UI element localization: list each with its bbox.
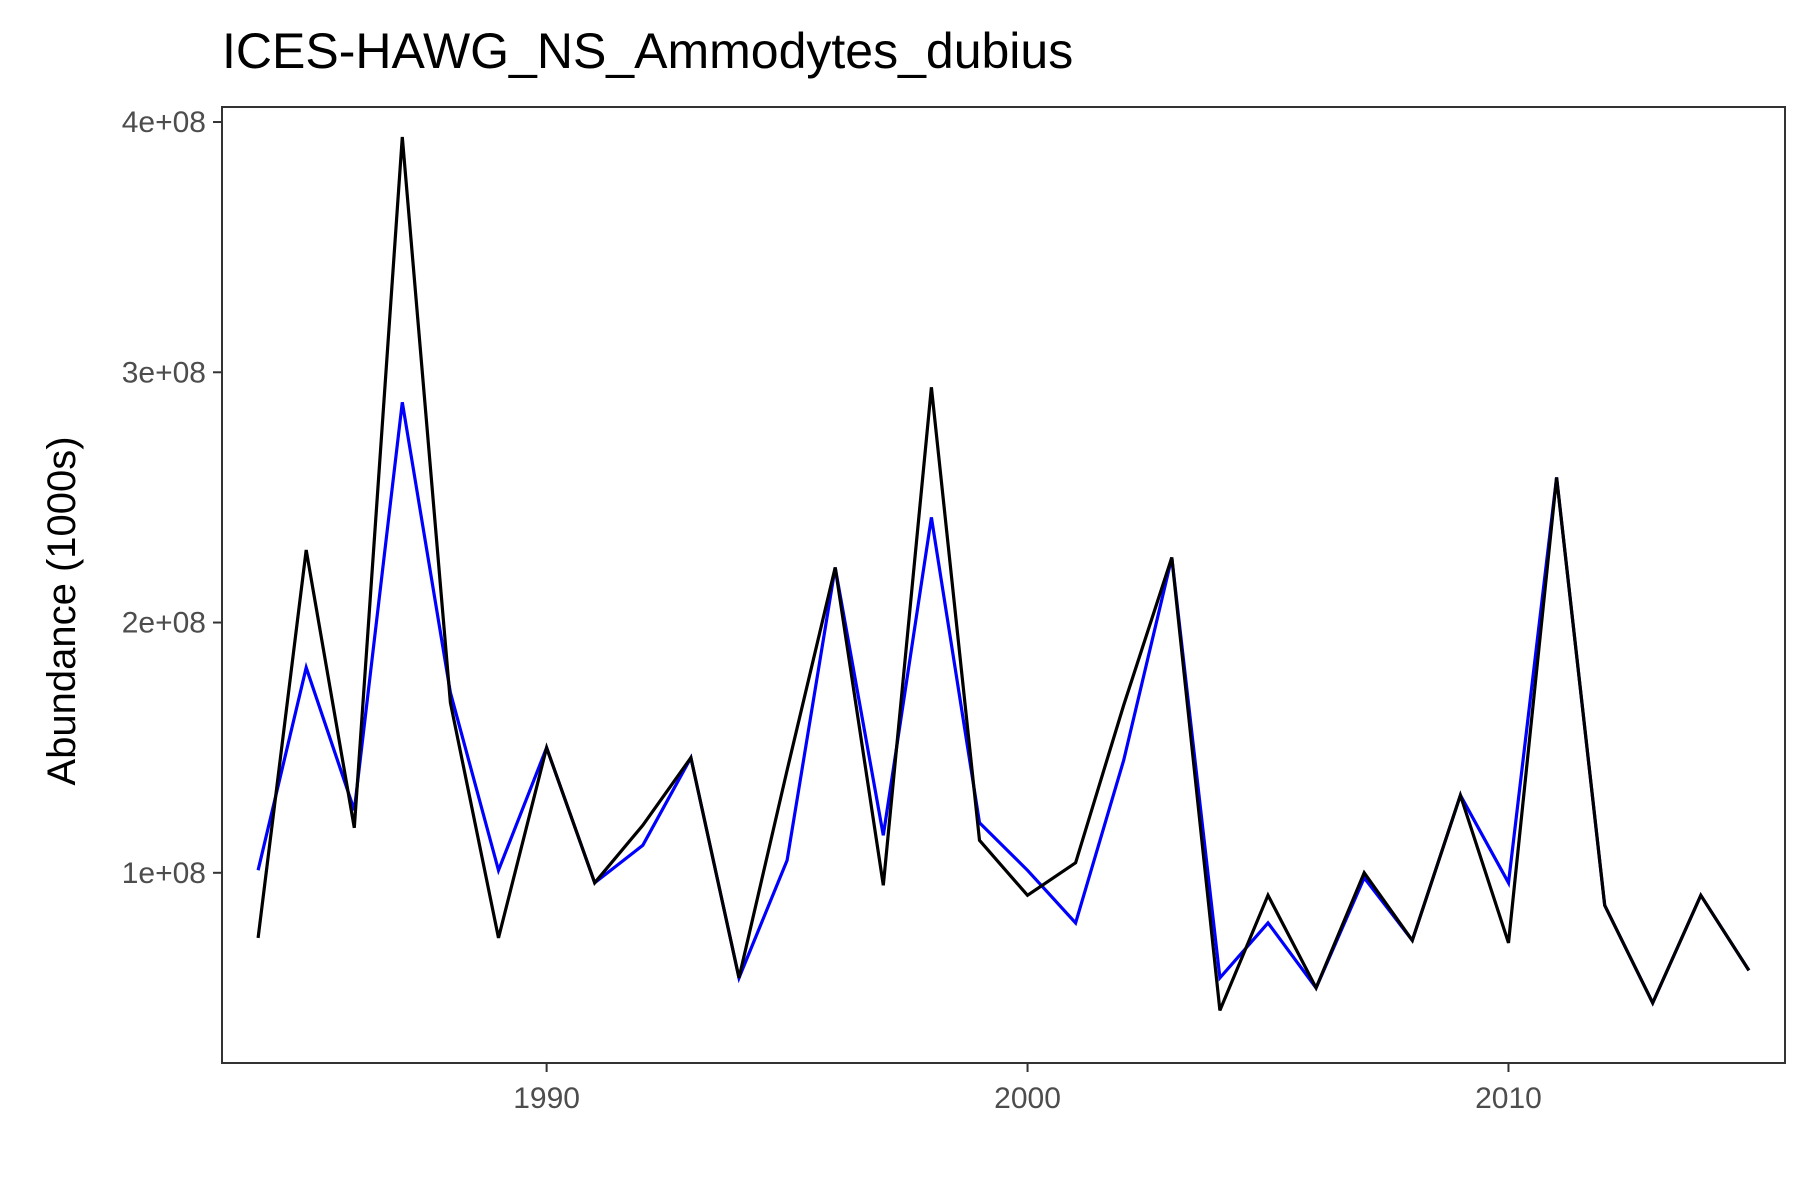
x-axis-ticks: 1990 2000 2010 — [513, 1063, 1542, 1115]
plot-panel — [221, 106, 1786, 1064]
x-tick-label: 1990 — [513, 1082, 580, 1115]
series-layer — [256, 136, 1751, 1012]
y-tick-label: 4e+08 — [122, 106, 206, 139]
y-tick-label: 3e+08 — [122, 356, 206, 389]
y-tick-label: 2e+08 — [122, 607, 206, 640]
series-line-2 — [256, 136, 1751, 1012]
series-line-1 — [256, 402, 1751, 1007]
chart-title: ICES-HAWG_NS_Ammodytes_dubius — [222, 23, 1073, 79]
y-axis-label: Abundance (1000s) — [40, 436, 84, 785]
y-axis-ticks: 1e+08 2e+08 3e+08 4e+08 — [122, 106, 222, 890]
x-tick-label: 2010 — [1475, 1082, 1542, 1115]
x-tick-label: 2000 — [994, 1082, 1061, 1115]
y-tick-label: 1e+08 — [122, 857, 206, 890]
